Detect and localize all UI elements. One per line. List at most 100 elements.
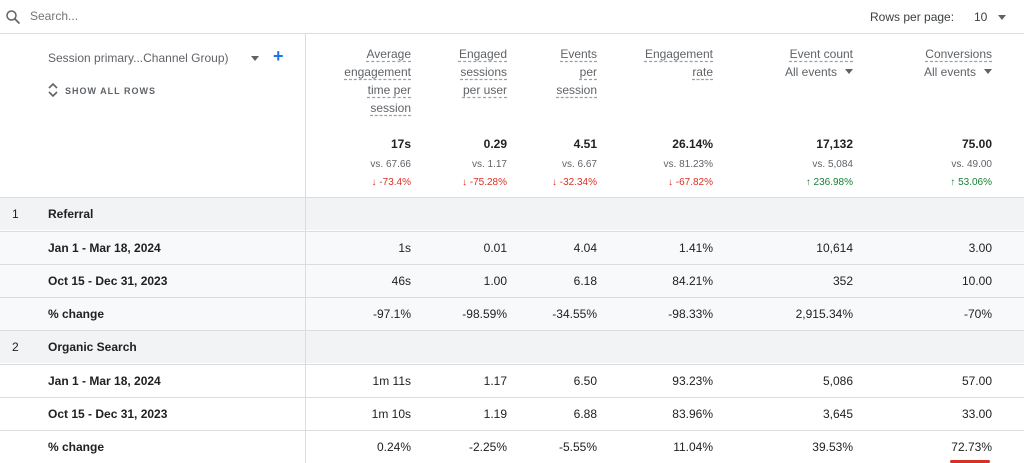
table-cell: 72.73%	[951, 440, 992, 454]
table-cell: 352	[832, 274, 853, 288]
column-total: 17,132	[816, 137, 853, 151]
table-cell: 6.18	[573, 274, 597, 288]
row-label: Oct 15 - Dec 31, 2023	[48, 274, 168, 288]
table-cell: 3.00	[968, 241, 992, 255]
row-label: Jan 1 - Mar 18, 2024	[48, 374, 161, 388]
column-header[interactable]: Engaged sessions per user	[427, 45, 507, 99]
column-total: 0.29	[483, 137, 507, 151]
chevron-down-icon[interactable]	[984, 69, 992, 74]
chevron-down-icon[interactable]	[251, 56, 259, 61]
table-cell: 1.41%	[678, 241, 713, 255]
column-divider	[305, 232, 306, 264]
table-cell: 1.00	[483, 274, 507, 288]
expand-collapse-icon[interactable]	[48, 83, 58, 97]
table-row: % change -97.1% -98.59% -34.55% -98.33% 2,915…	[0, 297, 1024, 330]
column-header-text: session	[556, 83, 597, 97]
search-icon[interactable]	[4, 8, 22, 26]
column-change: ↓ -73.4%	[371, 177, 411, 188]
chevron-down-icon[interactable]	[845, 69, 853, 74]
table-cell: 2,915.34%	[795, 307, 853, 321]
row-label: % change	[48, 440, 105, 454]
column-header-text: session	[370, 101, 411, 115]
table-row: Oct 15 - Dec 31, 2023 46s 1.00 6.18 84.21% 35…	[0, 264, 1024, 297]
table-row: Jan 1 - Mar 18, 2024 1s 0.01 4.04 1.41% 10,61…	[0, 231, 1024, 264]
table-cell: 84.21%	[672, 274, 713, 288]
column-divider	[305, 365, 306, 397]
table-cell: 1.19	[483, 407, 507, 421]
column-header-text: sessions	[460, 65, 507, 79]
column-header[interactable]: Average engagement time per session	[321, 45, 411, 117]
event-selector[interactable]: All events	[924, 63, 992, 81]
column-total: 17s	[390, 137, 411, 151]
table-cell: 83.96%	[672, 407, 713, 421]
row-label: Jan 1 - Mar 18, 2024	[48, 241, 161, 255]
column-header[interactable]: Event count All events	[733, 45, 853, 81]
table-row: Jan 1 - Mar 18, 2024 1m 11s 1.17 6.50 93.23%…	[0, 364, 1024, 397]
column-header[interactable]: Events per session	[527, 45, 597, 99]
table-cell: 46s	[391, 274, 411, 288]
column-divider	[305, 431, 306, 463]
show-all-rows-button[interactable]: SHOW ALL ROWS	[65, 86, 156, 96]
column-change: ↓ -67.82%	[667, 177, 713, 188]
column-header-text: Events	[560, 47, 597, 61]
table-cell: 1s	[398, 241, 411, 255]
rows-per-page-label: Rows per page:	[870, 10, 955, 24]
column-header[interactable]: Conversions All events	[882, 45, 992, 81]
row-index: 1	[12, 207, 19, 221]
table-cell: -2.25%	[468, 440, 507, 454]
table-cell: 1m 11s	[372, 374, 411, 388]
column-total: 26.14%	[672, 137, 713, 151]
row-label: Organic Search	[48, 340, 137, 354]
chevron-down-icon[interactable]	[998, 15, 1006, 20]
column-header-text: per user	[462, 83, 507, 97]
table-cell: -97.1%	[372, 307, 411, 321]
search-input[interactable]	[30, 9, 330, 23]
column-change: ↓ -75.28%	[461, 177, 507, 188]
column-header-text: per	[579, 65, 597, 79]
table-cell: 33.00	[961, 407, 992, 421]
column-divider	[305, 398, 306, 430]
group-row: 2 Organic Search	[0, 330, 1024, 363]
column-comparison: vs. 67.66	[370, 159, 411, 170]
event-selector-label: All events	[923, 65, 976, 79]
column-header-text: time per	[367, 83, 411, 97]
table-cell: 0.24%	[376, 440, 411, 454]
row-label: Referral	[48, 207, 94, 221]
add-dimension-icon[interactable]: +	[273, 46, 284, 66]
event-selector[interactable]: All events	[785, 63, 853, 81]
column-change: ↓ -32.34%	[551, 177, 597, 188]
column-comparison: vs. 49.00	[951, 159, 992, 170]
highlight-underline	[950, 460, 990, 463]
table-cell: 5,086	[822, 374, 853, 388]
table-cell: 93.23%	[672, 374, 713, 388]
table-cell: 4.04	[573, 241, 597, 255]
toolbar: Rows per page: 10	[0, 0, 1024, 34]
table-cell: 10,614	[816, 241, 853, 255]
column-comparison: vs. 6.67	[561, 159, 597, 170]
column-total: 75.00	[961, 137, 992, 151]
table-cell: -98.33%	[668, 307, 713, 321]
table-cell: -34.55%	[552, 307, 597, 321]
table-cell: 57.00	[961, 374, 992, 388]
table-cell: -5.55%	[558, 440, 597, 454]
table-cell: 11.04%	[673, 440, 713, 454]
column-divider	[305, 298, 306, 330]
row-index: 2	[12, 340, 19, 354]
table-cell: 1.17	[483, 374, 507, 388]
table-cell: 39.53%	[812, 440, 853, 454]
column-divider	[305, 331, 306, 363]
column-comparison: vs. 5,084	[812, 159, 853, 170]
table-cell: -70%	[963, 307, 992, 321]
dimension-selector[interactable]: Session primary...Channel Group)	[48, 51, 229, 65]
column-header-text: Conversions	[925, 47, 992, 61]
column-header[interactable]: Engagement rate	[613, 45, 713, 81]
column-header-text: Average	[366, 47, 411, 61]
rows-per-page-select[interactable]: 10	[974, 10, 988, 24]
row-label: % change	[48, 307, 105, 321]
group-row: 1 Referral	[0, 197, 1024, 230]
column-header-text: rate	[692, 65, 713, 79]
column-header-text: engagement	[344, 65, 411, 79]
table-cell: 6.88	[573, 407, 597, 421]
table-row: % change 0.24% -2.25% -5.55% 11.04% 39.53% 72.…	[0, 430, 1024, 463]
table-cell: 0.01	[483, 241, 507, 255]
